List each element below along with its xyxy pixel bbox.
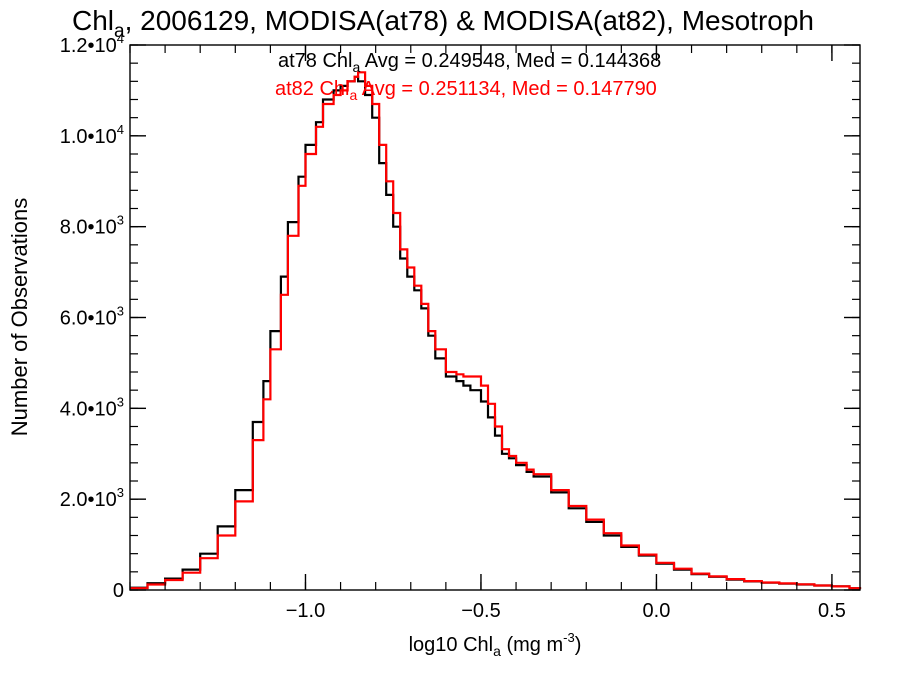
annotation-at78: at78 Chla Avg = 0.249548, Med = 0.144368 [278, 50, 661, 75]
y-tick-label: 8.0•103 [60, 213, 124, 239]
series-line-at82 [130, 71, 862, 590]
chart-title: Chla, 2006129, MODISA(at78) & MODISA(at8… [72, 5, 814, 42]
x-tick-label: −1.0 [286, 600, 325, 622]
x-tick-label: 0.0 [643, 600, 671, 622]
y-tick-label: 1.2•104 [60, 31, 124, 57]
y-axis-ticks: 0 2.0•103 4.0•103 6.0•103 8.0•103 1.0•104 1.2•… [60, 31, 860, 602]
series-line-at78 [130, 75, 862, 590]
y-tick-label: 0 [113, 580, 124, 602]
y-tick-label: 6.0•103 [60, 304, 124, 330]
x-tick-label: −0.5 [461, 600, 500, 622]
plot-series [130, 71, 862, 590]
x-axis-label: log10 Chla (mg m-3) [409, 630, 582, 659]
annotation-at82: at82 Chla Avg = 0.251134, Med = 0.147790 [275, 78, 657, 103]
y-tick-label: 1.0•104 [60, 122, 124, 148]
y-axis-label: Number of Observations [7, 198, 32, 436]
x-axis-ticks: −1.0 −0.5 0.0 0.5 [129, 45, 846, 622]
y-tick-label: 2.0•103 [60, 485, 124, 511]
x-tick-label: 0.5 [818, 600, 846, 622]
y-tick-label: 4.0•103 [60, 394, 124, 420]
plot-frame [129, 44, 861, 591]
